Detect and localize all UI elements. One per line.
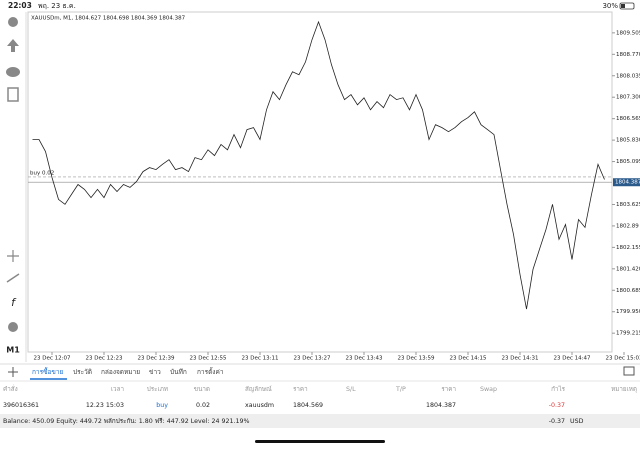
x-tick-label: 23 Dec 13:59 [398, 356, 435, 362]
table-cell: 0.02 [196, 402, 210, 409]
tab[interactable]: การซื้อขาย [32, 367, 63, 376]
table-header: คำสั่ง [3, 384, 18, 393]
y-tick-label: 1805.830 [616, 138, 640, 144]
y-tick-label: 1805.095 [616, 159, 640, 165]
table-header: Swap [480, 386, 497, 393]
x-tick-label: 23 Dec 14:15 [450, 356, 487, 362]
table-header: เวลา [111, 386, 124, 393]
icon-objects[interactable] [8, 322, 18, 332]
y-tick-label: 1802.155 [616, 245, 640, 251]
status-battery: 30% [602, 2, 618, 10]
table-header: กำไร [551, 385, 566, 393]
icon-chat[interactable] [6, 67, 20, 77]
x-tick-label: 23 Dec 15:03 [606, 356, 640, 362]
x-tick-label: 23 Dec 13:11 [242, 356, 279, 362]
table-header: ประเภท [147, 386, 168, 393]
tab[interactable]: ข่าว [149, 368, 161, 376]
table-header: T/P [395, 386, 406, 393]
summary-currency: USD [570, 418, 584, 425]
table-cell: xauusdm [245, 402, 274, 409]
table-cell: 1804.387 [426, 402, 456, 409]
chart-title: XAUUSDm, M1, 1804.627 1804.698 1804.369 … [31, 16, 186, 22]
table-cell: 396016361 [3, 402, 39, 409]
y-tick-label: 1807.300 [616, 95, 640, 101]
home-indicator [255, 440, 385, 443]
table-cell: buy [156, 402, 168, 409]
table-header: ขนาด [194, 386, 210, 393]
y-tick-label: 1799.215 [616, 331, 640, 337]
x-tick-label: 23 Dec 13:27 [294, 356, 331, 362]
table-header: ราคา [441, 386, 456, 393]
y-tick-label: 1809.505 [616, 30, 640, 36]
table-header: หมายเหตุ [611, 386, 637, 393]
status-date: พฤ. 23 ธ.ค. [38, 2, 76, 10]
y-tick-label: 1801.420 [616, 266, 640, 272]
table-cell: 12.23 15:03 [86, 402, 124, 409]
y-tick-label: 1800.685 [616, 288, 640, 294]
table-cell: -0.37 [549, 402, 565, 409]
tab[interactable]: กล่องจดหมาย [101, 368, 140, 376]
x-tick-label: 23 Dec 14:31 [502, 356, 539, 362]
table-header: สัญลักษณ์ [245, 385, 272, 393]
status-time: 22:03 [8, 1, 32, 10]
summary-profit: -0.37 [549, 418, 565, 425]
y-tick-label: 1808.035 [616, 73, 640, 79]
tab[interactable]: ประวัติ [73, 368, 92, 376]
timeframe[interactable]: M1 [6, 346, 20, 355]
table-header: S/L [346, 386, 356, 393]
price-tag-label: 1804.387 [615, 180, 640, 186]
tab[interactable]: บันทึก [170, 368, 187, 376]
battery-level [621, 4, 625, 8]
x-tick-label: 23 Dec 13:43 [346, 356, 383, 362]
x-tick-label: 23 Dec 12:23 [86, 356, 123, 362]
y-tick-label: 1799.950 [616, 309, 640, 315]
tab[interactable]: การตั้งค่า [197, 367, 224, 376]
x-tick-label: 23 Dec 14:47 [554, 356, 591, 362]
x-tick-label: 23 Dec 12:07 [34, 356, 71, 362]
table-cell: 1804.569 [293, 402, 323, 409]
y-tick-label: 1806.565 [616, 116, 640, 122]
x-tick-label: 23 Dec 12:55 [190, 356, 227, 362]
summary-text: Balance: 450.09 Equity: 449.72 พลักประกั… [3, 417, 250, 425]
y-tick-label: 1802.89 [616, 223, 639, 229]
icon-account[interactable] [8, 17, 18, 27]
y-tick-label: 1803.625 [616, 202, 640, 208]
table-header: ราคา [293, 386, 308, 393]
x-tick-label: 23 Dec 12:39 [138, 356, 175, 362]
y-tick-label: 1808.770 [616, 52, 640, 58]
